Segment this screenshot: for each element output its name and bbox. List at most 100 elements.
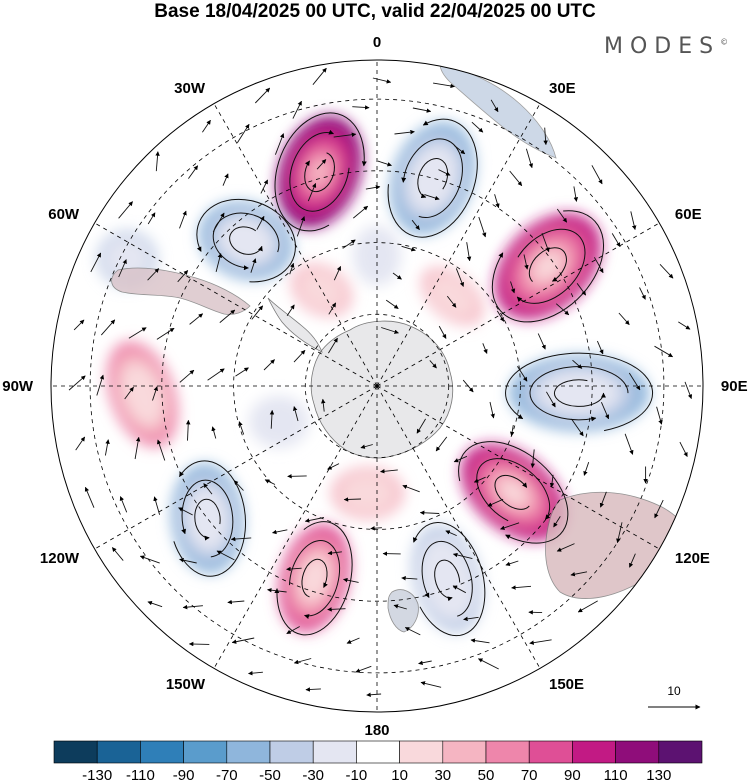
longitude-line <box>213 103 378 387</box>
wind-vector <box>639 287 646 300</box>
wind-vector <box>654 499 664 519</box>
wind-vector <box>577 600 598 613</box>
wind-vector <box>419 510 440 516</box>
colorbar-swatch <box>312 740 357 764</box>
latitude-circle <box>304 313 450 459</box>
wind-vector <box>555 303 570 316</box>
wind-vector <box>656 406 663 425</box>
wind-vector <box>231 637 255 644</box>
wind-vector <box>342 239 356 249</box>
wind-vector <box>90 252 102 273</box>
wind-vector <box>416 418 426 434</box>
wind-vector <box>385 299 399 309</box>
wind-vector <box>509 170 523 187</box>
wind-vector <box>435 436 448 452</box>
polar-stereographic-map: 0 30E 60E 90E 120E 150E 180 150W 120W 90W 60W 30W 1… <box>2 34 747 739</box>
wind-vector <box>124 386 134 400</box>
wind-vector <box>292 406 299 422</box>
wind-vector <box>327 607 346 612</box>
streamline-vortex <box>196 198 296 283</box>
streamline-vortex <box>274 112 367 232</box>
wind-vector <box>629 553 636 568</box>
wind-vector <box>477 658 499 670</box>
colorbar-tick-label: -10 <box>346 767 368 783</box>
longitude-label: 180 <box>364 722 389 739</box>
wind-vector <box>455 268 465 287</box>
wind-vector <box>418 660 432 666</box>
wind-vector <box>238 421 245 435</box>
longitude-label: 120W <box>40 550 80 567</box>
anomaly-cell <box>249 395 309 448</box>
antarctic-peninsula <box>267 297 323 353</box>
wind-vector <box>482 343 488 354</box>
wind-vector <box>233 480 244 491</box>
wind-vector <box>549 474 555 488</box>
anomaly-shading <box>97 115 649 633</box>
wind-vector <box>402 484 420 493</box>
colorbar-swatch <box>140 740 184 764</box>
wind-vector <box>583 461 590 476</box>
longitude-line <box>376 385 541 669</box>
wind-vector <box>328 337 338 354</box>
wind-vector <box>263 359 275 371</box>
longitude-label: 60W <box>48 206 80 223</box>
colorbar-tick-label: -110 <box>126 767 155 783</box>
wind-vector <box>624 433 634 455</box>
colorbar-tick-label: -50 <box>259 767 281 783</box>
wind-vector <box>269 409 275 429</box>
wind-vector <box>227 599 245 605</box>
wind-vector <box>553 516 561 528</box>
wind-vector <box>505 560 519 566</box>
colorbar-swatch <box>269 740 314 764</box>
wind-vector <box>185 419 191 441</box>
wind-vector <box>510 281 516 294</box>
wind-vector <box>287 474 307 479</box>
wind-vector <box>630 211 637 231</box>
wind-vector <box>134 436 141 460</box>
wind-vector <box>321 398 326 412</box>
anomaly-cell <box>278 524 351 633</box>
streamline-vortex <box>173 460 246 577</box>
longitude-label: 150W <box>166 676 206 693</box>
wind-vector <box>372 77 392 84</box>
wind-vector <box>222 173 229 186</box>
wind-vector <box>678 321 691 330</box>
wind-vector <box>546 391 556 408</box>
wind-vector <box>100 319 116 336</box>
wind-vector <box>487 498 504 507</box>
anomaly-cell <box>331 467 404 520</box>
colorbar-tick-label: -90 <box>173 767 195 783</box>
colorbar-tick-label: 50 <box>478 767 495 783</box>
lat-lon-grid <box>51 60 703 712</box>
longitude-line <box>94 385 378 550</box>
wind-vector <box>393 604 407 610</box>
longitude-label: 150E <box>549 676 584 693</box>
wind-vector <box>104 439 110 456</box>
wind-vector <box>216 550 235 561</box>
wind-vector <box>272 529 288 535</box>
colorbar-tick-label: 10 <box>391 767 408 783</box>
wind-vector <box>73 319 85 331</box>
colorbar-swatch <box>658 740 703 764</box>
wind-vector <box>500 522 520 530</box>
wind-vector <box>471 121 484 133</box>
anomaly-cell <box>291 263 352 317</box>
colorbar-swatch <box>615 740 660 764</box>
wind-vector <box>230 536 252 542</box>
wind-vector <box>286 304 295 316</box>
wind-vector <box>392 272 402 280</box>
colorbar-tick-label: -30 <box>302 767 324 783</box>
longitude-label: 120E <box>675 550 710 567</box>
wind-vector <box>445 530 457 537</box>
wind-vector <box>128 327 147 339</box>
wind-vector <box>119 496 128 513</box>
latitude-circle <box>161 170 593 602</box>
wind-vector <box>594 257 604 274</box>
wind-vector <box>68 375 86 391</box>
new-zealand-landmass <box>387 589 419 633</box>
wind-vector <box>260 179 269 194</box>
wind-vector <box>541 232 550 253</box>
wind-vector <box>404 627 421 636</box>
wind-vector <box>511 585 532 590</box>
colorbar-swatch <box>356 740 400 764</box>
